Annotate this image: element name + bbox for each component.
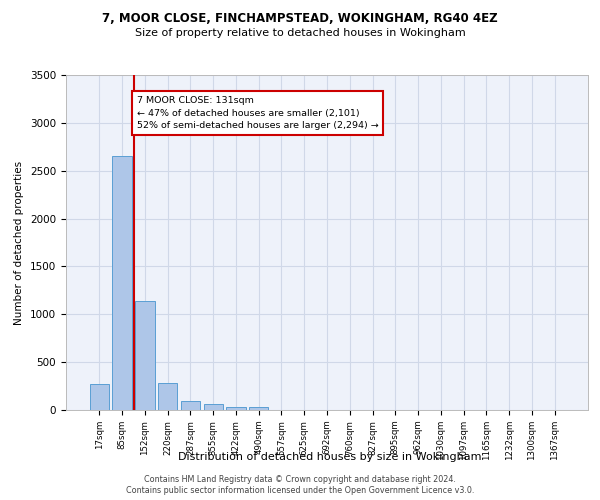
Text: Contains HM Land Registry data © Crown copyright and database right 2024.: Contains HM Land Registry data © Crown c… [144, 475, 456, 484]
Text: 7 MOOR CLOSE: 131sqm
← 47% of detached houses are smaller (2,101)
52% of semi-de: 7 MOOR CLOSE: 131sqm ← 47% of detached h… [137, 96, 379, 130]
Bar [158, 383, 178, 410]
Bar [112, 156, 132, 410]
Bar [181, 402, 200, 410]
Text: Contains public sector information licensed under the Open Government Licence v3: Contains public sector information licen… [126, 486, 474, 495]
Bar [135, 301, 155, 410]
Bar [226, 406, 245, 410]
Bar [203, 404, 223, 410]
Y-axis label: Number of detached properties: Number of detached properties [14, 160, 25, 324]
Text: Size of property relative to detached houses in Wokingham: Size of property relative to detached ho… [134, 28, 466, 38]
Bar [90, 384, 109, 410]
Text: 7, MOOR CLOSE, FINCHAMPSTEAD, WOKINGHAM, RG40 4EZ: 7, MOOR CLOSE, FINCHAMPSTEAD, WOKINGHAM,… [102, 12, 498, 26]
Bar [249, 407, 268, 410]
Text: Distribution of detached houses by size in Wokingham: Distribution of detached houses by size … [178, 452, 482, 462]
